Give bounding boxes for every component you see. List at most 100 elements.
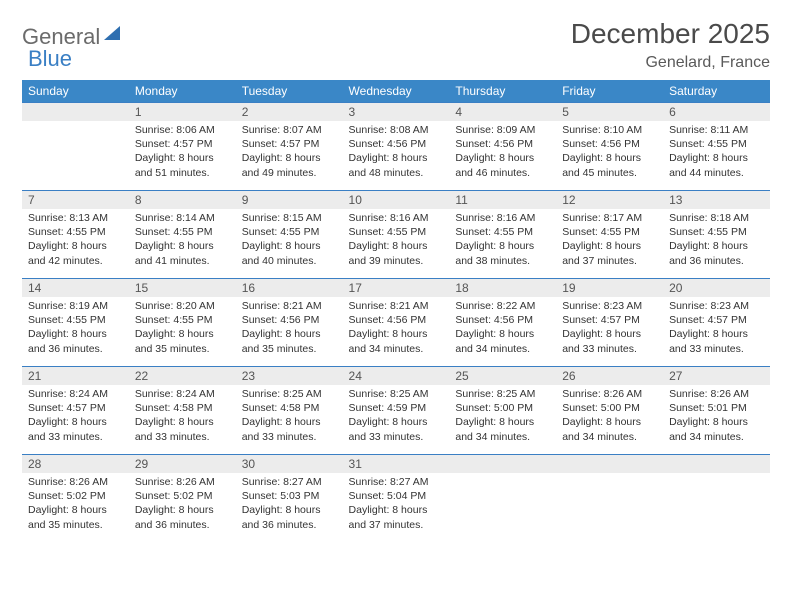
daylight-text: Daylight: 8 hours and 38 minutes. (455, 239, 550, 267)
day-details: Sunrise: 8:24 AMSunset: 4:58 PMDaylight:… (129, 385, 236, 448)
calendar-day-cell: 1Sunrise: 8:06 AMSunset: 4:57 PMDaylight… (129, 103, 236, 191)
calendar-day-cell: 17Sunrise: 8:21 AMSunset: 4:56 PMDayligh… (343, 279, 450, 367)
sunset-text: Sunset: 4:55 PM (669, 137, 764, 151)
calendar-table: Sunday Monday Tuesday Wednesday Thursday… (22, 80, 770, 543)
sunset-text: Sunset: 4:55 PM (242, 225, 337, 239)
daylight-text: Daylight: 8 hours and 45 minutes. (562, 151, 657, 179)
calendar-week-row: 1Sunrise: 8:06 AMSunset: 4:57 PMDaylight… (22, 103, 770, 191)
sunrise-text: Sunrise: 8:21 AM (242, 299, 337, 313)
day-number: 30 (236, 455, 343, 473)
day-details: Sunrise: 8:18 AMSunset: 4:55 PMDaylight:… (663, 209, 770, 272)
day-details: Sunrise: 8:20 AMSunset: 4:55 PMDaylight:… (129, 297, 236, 360)
sunset-text: Sunset: 4:55 PM (669, 225, 764, 239)
sunrise-text: Sunrise: 8:07 AM (242, 123, 337, 137)
sunset-text: Sunset: 4:58 PM (242, 401, 337, 415)
daylight-text: Daylight: 8 hours and 46 minutes. (455, 151, 550, 179)
sunset-text: Sunset: 4:56 PM (455, 313, 550, 327)
day-details: Sunrise: 8:06 AMSunset: 4:57 PMDaylight:… (129, 121, 236, 184)
daylight-text: Daylight: 8 hours and 36 minutes. (242, 503, 337, 531)
day-number: 27 (663, 367, 770, 385)
daylight-text: Daylight: 8 hours and 34 minutes. (562, 415, 657, 443)
day-number: 4 (449, 103, 556, 121)
daylight-text: Daylight: 8 hours and 35 minutes. (135, 327, 230, 355)
sunset-text: Sunset: 4:56 PM (242, 313, 337, 327)
day-details: Sunrise: 8:22 AMSunset: 4:56 PMDaylight:… (449, 297, 556, 360)
sunrise-text: Sunrise: 8:27 AM (349, 475, 444, 489)
day-number: 9 (236, 191, 343, 209)
day-number: 26 (556, 367, 663, 385)
calendar-day-cell: 6Sunrise: 8:11 AMSunset: 4:55 PMDaylight… (663, 103, 770, 191)
sunrise-text: Sunrise: 8:13 AM (28, 211, 123, 225)
calendar-day-cell: 11Sunrise: 8:16 AMSunset: 4:55 PMDayligh… (449, 191, 556, 279)
calendar-day-cell: 8Sunrise: 8:14 AMSunset: 4:55 PMDaylight… (129, 191, 236, 279)
calendar-day-cell (663, 455, 770, 543)
sunrise-text: Sunrise: 8:20 AM (135, 299, 230, 313)
calendar-day-cell: 5Sunrise: 8:10 AMSunset: 4:56 PMDaylight… (556, 103, 663, 191)
calendar-day-cell: 7Sunrise: 8:13 AMSunset: 4:55 PMDaylight… (22, 191, 129, 279)
calendar-week-row: 14Sunrise: 8:19 AMSunset: 4:55 PMDayligh… (22, 279, 770, 367)
day-number (663, 455, 770, 473)
daylight-text: Daylight: 8 hours and 39 minutes. (349, 239, 444, 267)
sunrise-text: Sunrise: 8:26 AM (562, 387, 657, 401)
day-details: Sunrise: 8:23 AMSunset: 4:57 PMDaylight:… (663, 297, 770, 360)
calendar-day-cell: 13Sunrise: 8:18 AMSunset: 4:55 PMDayligh… (663, 191, 770, 279)
day-number: 16 (236, 279, 343, 297)
title-block: December 2025 Genelard, France (571, 18, 770, 72)
day-number: 5 (556, 103, 663, 121)
sunset-text: Sunset: 4:55 PM (349, 225, 444, 239)
location-label: Genelard, France (571, 54, 770, 72)
sunset-text: Sunset: 4:58 PM (135, 401, 230, 415)
sunrise-text: Sunrise: 8:15 AM (242, 211, 337, 225)
sunset-text: Sunset: 4:57 PM (28, 401, 123, 415)
sunrise-text: Sunrise: 8:27 AM (242, 475, 337, 489)
calendar-day-cell: 9Sunrise: 8:15 AMSunset: 4:55 PMDaylight… (236, 191, 343, 279)
day-details: Sunrise: 8:13 AMSunset: 4:55 PMDaylight:… (22, 209, 129, 272)
day-number: 31 (343, 455, 450, 473)
daylight-text: Daylight: 8 hours and 34 minutes. (349, 327, 444, 355)
weekday-header: Monday (129, 80, 236, 103)
day-number: 21 (22, 367, 129, 385)
day-number: 25 (449, 367, 556, 385)
day-details: Sunrise: 8:09 AMSunset: 4:56 PMDaylight:… (449, 121, 556, 184)
day-details: Sunrise: 8:26 AMSunset: 5:00 PMDaylight:… (556, 385, 663, 448)
sunrise-text: Sunrise: 8:18 AM (669, 211, 764, 225)
sunrise-text: Sunrise: 8:09 AM (455, 123, 550, 137)
weekday-header: Friday (556, 80, 663, 103)
calendar-day-cell (449, 455, 556, 543)
daylight-text: Daylight: 8 hours and 36 minutes. (28, 327, 123, 355)
calendar-day-cell: 19Sunrise: 8:23 AMSunset: 4:57 PMDayligh… (556, 279, 663, 367)
calendar-day-cell: 12Sunrise: 8:17 AMSunset: 4:55 PMDayligh… (556, 191, 663, 279)
day-number: 14 (22, 279, 129, 297)
sunset-text: Sunset: 4:56 PM (455, 137, 550, 151)
daylight-text: Daylight: 8 hours and 33 minutes. (669, 327, 764, 355)
sunrise-text: Sunrise: 8:08 AM (349, 123, 444, 137)
calendar-day-cell: 29Sunrise: 8:26 AMSunset: 5:02 PMDayligh… (129, 455, 236, 543)
sunset-text: Sunset: 4:56 PM (562, 137, 657, 151)
sunrise-text: Sunrise: 8:22 AM (455, 299, 550, 313)
page-header: General December 2025 Genelard, France (22, 18, 770, 72)
calendar-day-cell: 25Sunrise: 8:25 AMSunset: 5:00 PMDayligh… (449, 367, 556, 455)
sunset-text: Sunset: 5:04 PM (349, 489, 444, 503)
calendar-day-cell: 27Sunrise: 8:26 AMSunset: 5:01 PMDayligh… (663, 367, 770, 455)
sunrise-text: Sunrise: 8:23 AM (669, 299, 764, 313)
weekday-header: Tuesday (236, 80, 343, 103)
sunset-text: Sunset: 5:02 PM (28, 489, 123, 503)
daylight-text: Daylight: 8 hours and 42 minutes. (28, 239, 123, 267)
weekday-header: Sunday (22, 80, 129, 103)
calendar-day-cell: 21Sunrise: 8:24 AMSunset: 4:57 PMDayligh… (22, 367, 129, 455)
weekday-header: Thursday (449, 80, 556, 103)
sunrise-text: Sunrise: 8:21 AM (349, 299, 444, 313)
calendar-day-cell: 20Sunrise: 8:23 AMSunset: 4:57 PMDayligh… (663, 279, 770, 367)
sunset-text: Sunset: 4:55 PM (135, 225, 230, 239)
calendar-day-cell (22, 103, 129, 191)
daylight-text: Daylight: 8 hours and 36 minutes. (669, 239, 764, 267)
sunrise-text: Sunrise: 8:11 AM (669, 123, 764, 137)
sunrise-text: Sunrise: 8:25 AM (242, 387, 337, 401)
day-number (449, 455, 556, 473)
day-number: 22 (129, 367, 236, 385)
sunset-text: Sunset: 4:57 PM (669, 313, 764, 327)
daylight-text: Daylight: 8 hours and 37 minutes. (562, 239, 657, 267)
day-details: Sunrise: 8:27 AMSunset: 5:04 PMDaylight:… (343, 473, 450, 536)
sunset-text: Sunset: 4:56 PM (349, 313, 444, 327)
daylight-text: Daylight: 8 hours and 33 minutes. (28, 415, 123, 443)
